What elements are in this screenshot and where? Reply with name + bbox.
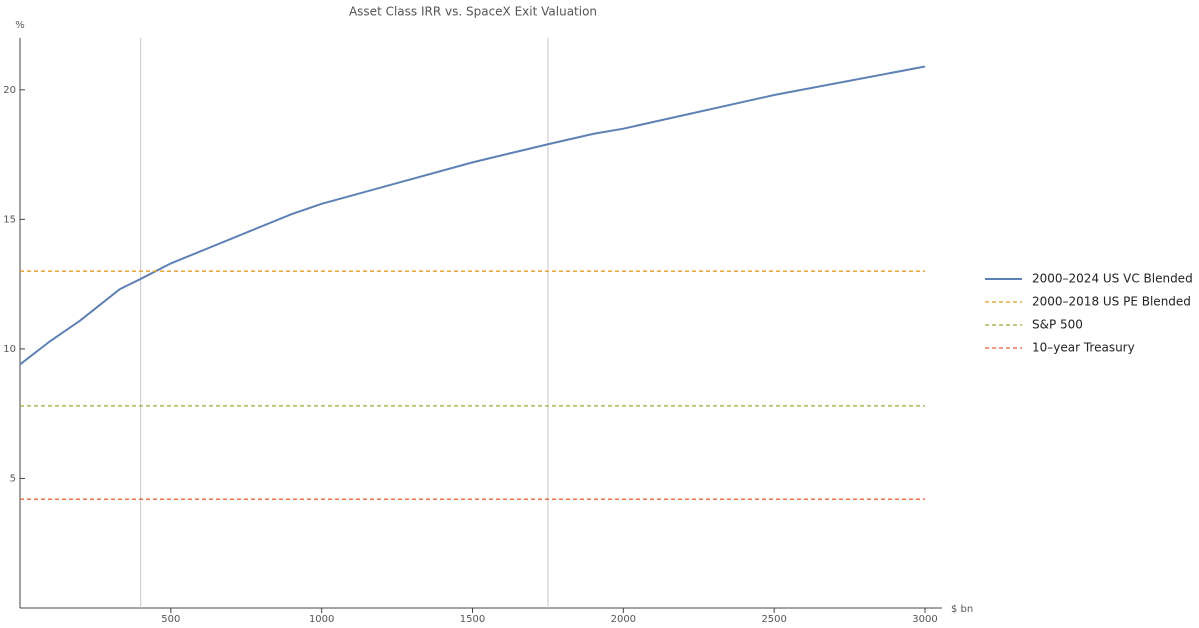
x-axis-label: $ bn (951, 604, 973, 615)
x-tick-label: 2500 (761, 614, 786, 625)
legend-label: 2000–2018 US PE Blended (1032, 295, 1191, 309)
x-tick-label: 1000 (309, 614, 334, 625)
y-tick-label: 20 (3, 85, 16, 96)
x-tick-label: 1500 (460, 614, 485, 625)
y-tick-label: 15 (3, 214, 16, 225)
legend-label: 2000–2024 US VC Blended (1032, 272, 1193, 286)
legend-label: S&P 500 (1032, 318, 1083, 332)
y-tick-label: 10 (3, 344, 16, 355)
y-axis-label: % (15, 20, 25, 31)
series-line (19, 65, 926, 366)
legend: 2000–2024 US VC Blended 2000–2018 US PE B… (985, 272, 1193, 355)
x-tick-label: 3000 (912, 614, 937, 625)
chart-title: Asset Class IRR vs. SpaceX Exit Valuatio… (349, 5, 597, 19)
x-tick-label: 2000 (611, 614, 636, 625)
x-tick-label: 500 (161, 614, 180, 625)
y-tick-label: 5 (10, 473, 16, 484)
legend-label: 10–year Treasury (1032, 341, 1135, 355)
